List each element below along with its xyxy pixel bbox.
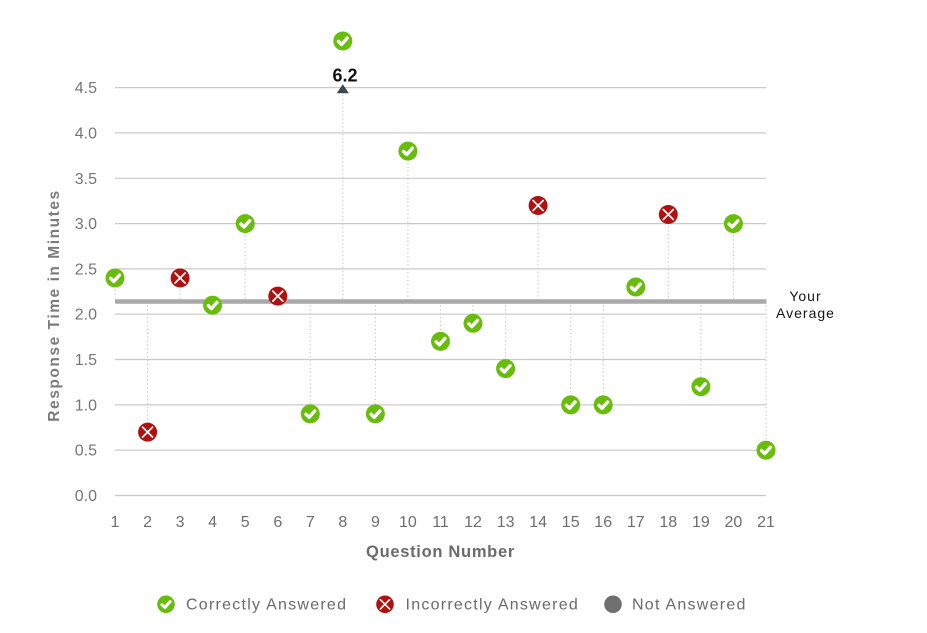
- svg-text:0.5: 0.5: [75, 443, 97, 460]
- svg-text:1: 1: [111, 514, 120, 531]
- svg-text:Not Answered: Not Answered: [632, 597, 747, 614]
- svg-text:2.5: 2.5: [75, 261, 97, 278]
- svg-text:9: 9: [371, 514, 380, 531]
- svg-text:Your: Your: [789, 288, 821, 304]
- svg-text:8: 8: [338, 514, 347, 531]
- svg-text:Question Number: Question Number: [366, 543, 515, 561]
- svg-text:4: 4: [208, 514, 217, 531]
- svg-text:Incorrectly Answered: Incorrectly Answered: [406, 597, 580, 614]
- svg-text:6.2: 6.2: [332, 66, 357, 86]
- svg-text:Correctly Answered: Correctly Answered: [186, 597, 347, 614]
- svg-text:2.0: 2.0: [75, 307, 97, 324]
- svg-text:18: 18: [659, 514, 677, 531]
- svg-text:0.0: 0.0: [75, 488, 97, 505]
- svg-text:4.0: 4.0: [75, 125, 97, 142]
- svg-text:15: 15: [562, 514, 580, 531]
- svg-text:3: 3: [176, 514, 185, 531]
- svg-text:11: 11: [432, 514, 449, 531]
- svg-text:1.0: 1.0: [75, 397, 97, 414]
- svg-text:7: 7: [306, 514, 315, 531]
- svg-text:20: 20: [725, 514, 743, 531]
- svg-text:6: 6: [273, 514, 282, 531]
- svg-text:4.5: 4.5: [75, 80, 97, 97]
- svg-text:21: 21: [757, 514, 775, 531]
- svg-text:14: 14: [529, 514, 547, 531]
- svg-text:19: 19: [692, 514, 710, 531]
- svg-text:Average: Average: [776, 305, 835, 321]
- svg-text:1.5: 1.5: [75, 352, 97, 369]
- svg-text:3.0: 3.0: [75, 216, 97, 233]
- svg-text:13: 13: [497, 514, 515, 531]
- svg-text:12: 12: [464, 514, 482, 531]
- svg-text:16: 16: [594, 514, 612, 531]
- svg-text:17: 17: [627, 514, 645, 531]
- svg-text:5: 5: [241, 514, 250, 531]
- svg-text:10: 10: [399, 514, 417, 531]
- svg-text:3.5: 3.5: [75, 171, 97, 188]
- svg-text:Response Time in Minutes: Response Time in Minutes: [46, 189, 63, 421]
- svg-text:2: 2: [143, 514, 152, 531]
